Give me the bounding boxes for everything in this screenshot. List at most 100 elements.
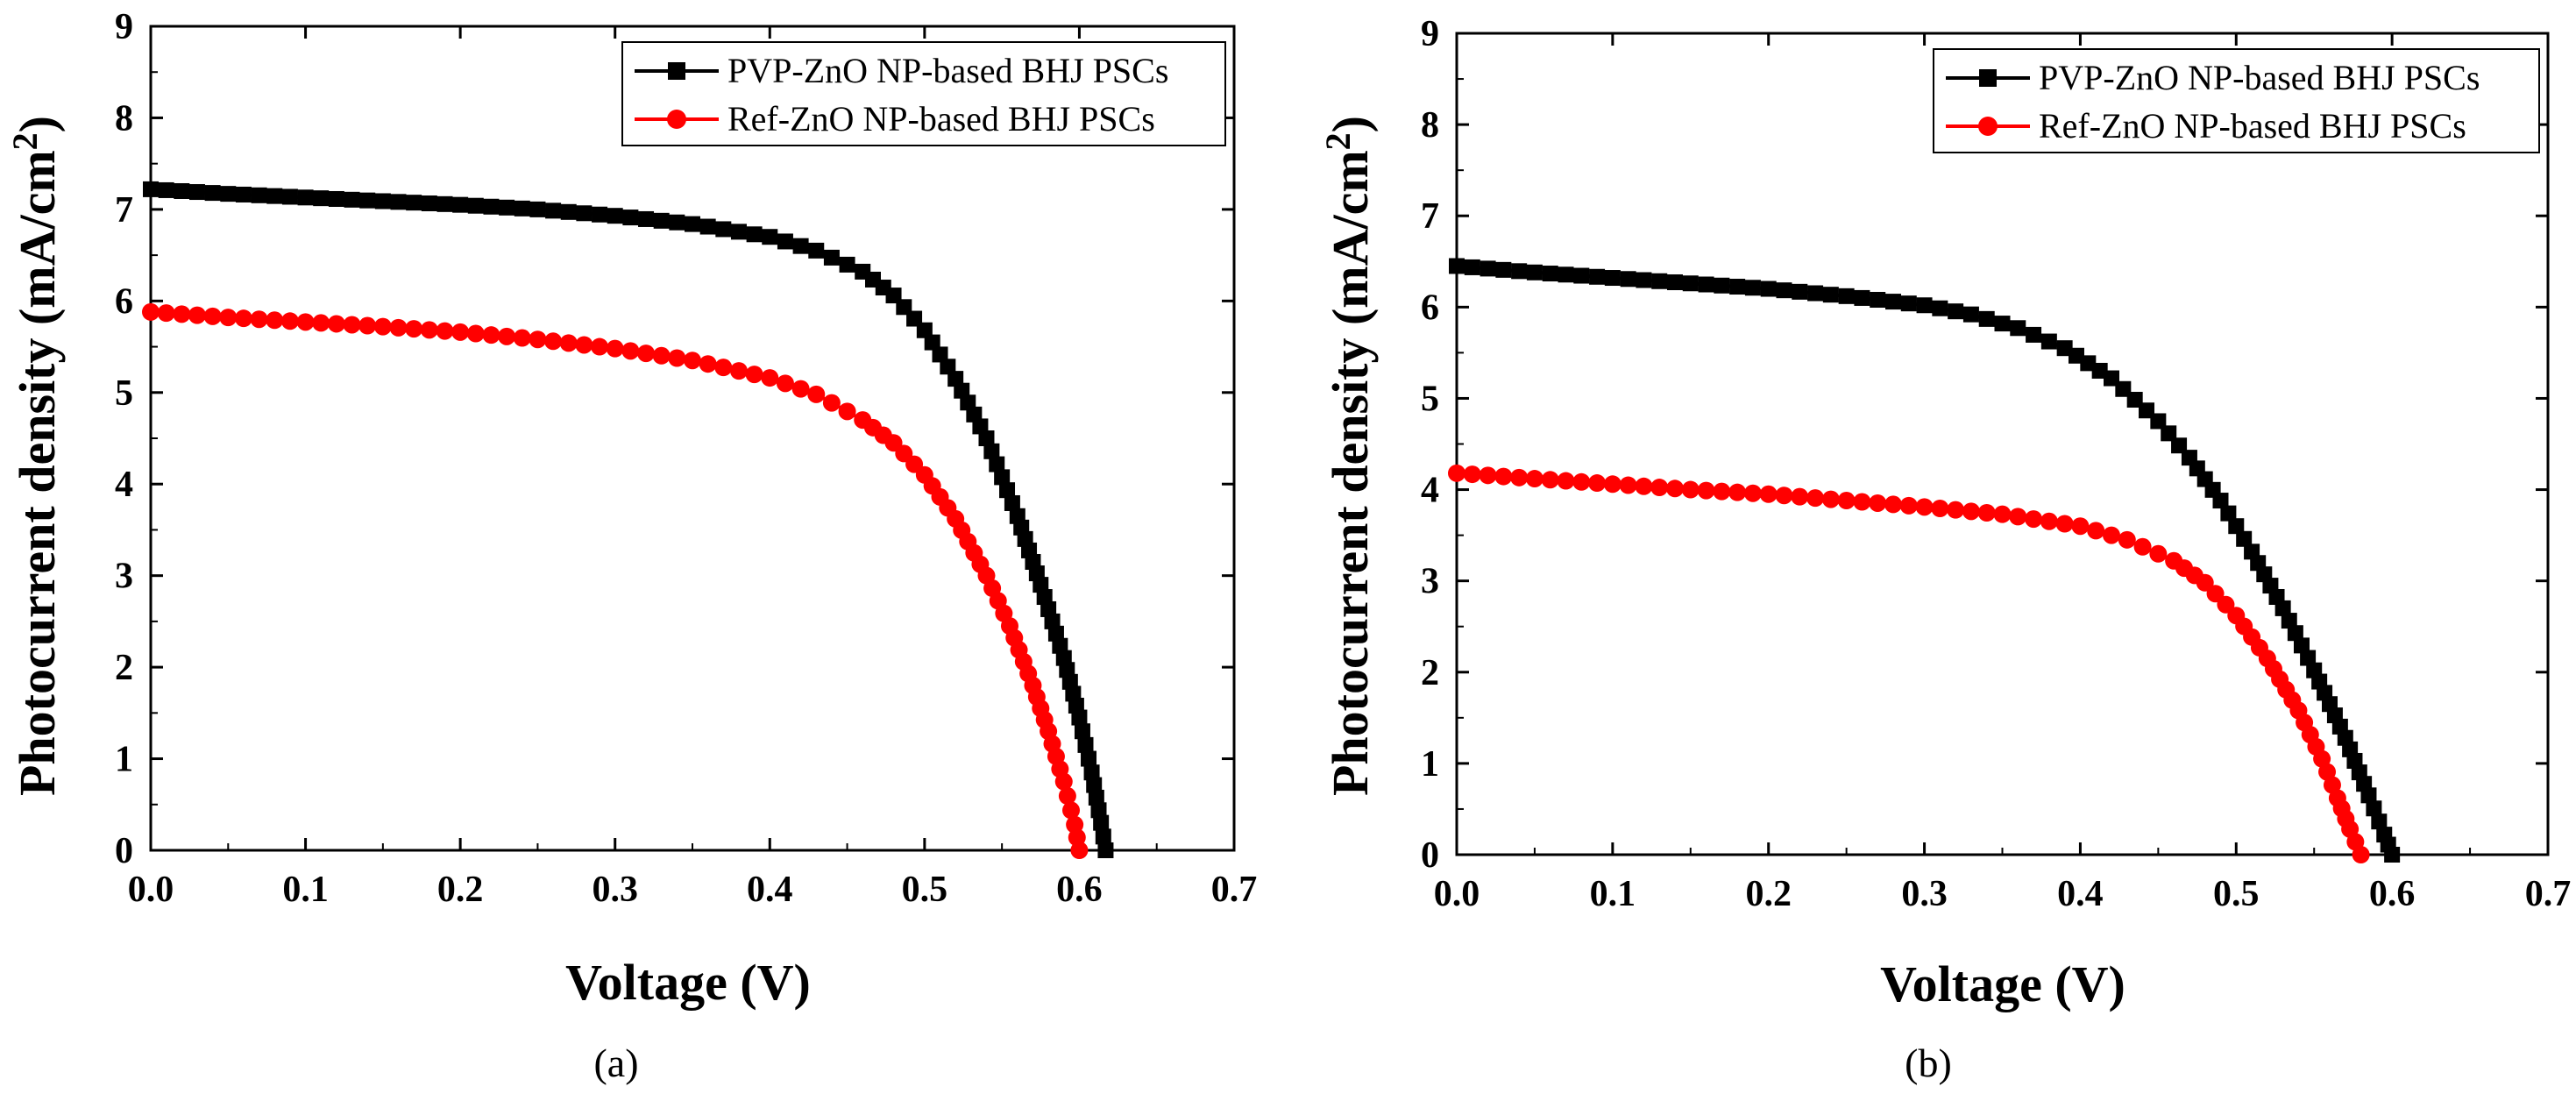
data-point xyxy=(297,189,314,206)
data-point xyxy=(1667,274,1683,291)
data-point xyxy=(1047,625,1064,642)
data-point xyxy=(560,203,577,220)
data-point xyxy=(1541,471,1559,489)
data-point xyxy=(684,352,701,370)
data-point xyxy=(1714,277,1730,294)
data-point xyxy=(978,430,995,446)
data-point xyxy=(173,305,191,323)
data-point xyxy=(2212,493,2229,509)
x-tick-label: 0.2 xyxy=(1745,874,1792,914)
data-point xyxy=(1083,764,1100,781)
data-point xyxy=(1698,276,1714,293)
data-point xyxy=(1651,273,1668,289)
data-point xyxy=(1713,482,1731,501)
data-point xyxy=(235,186,252,202)
series-pvp-zno xyxy=(143,181,1114,858)
data-point xyxy=(2220,505,2237,522)
data-point xyxy=(2228,518,2245,535)
y-tick-label: 7 xyxy=(1421,196,1439,237)
data-point xyxy=(1838,288,1855,304)
data-point xyxy=(729,362,748,380)
y-tick-label: 9 xyxy=(115,7,133,47)
legend-label: PVP-ZnO NP-based BHJ PSCs xyxy=(727,51,1168,90)
data-point xyxy=(2352,846,2370,863)
data-point xyxy=(1682,275,1699,292)
data-point xyxy=(545,202,562,219)
data-point xyxy=(344,191,360,208)
data-point xyxy=(1573,267,1590,284)
data-point xyxy=(699,218,716,235)
data-point xyxy=(638,210,655,227)
data-point xyxy=(1743,484,1762,502)
data-point xyxy=(2087,522,2105,540)
data-point xyxy=(1077,736,1094,753)
data-point xyxy=(1603,475,1622,494)
data-point xyxy=(1900,295,1917,312)
data-point xyxy=(1090,802,1107,819)
series-ref-zno xyxy=(142,302,1089,859)
data-point xyxy=(576,205,593,222)
data-point xyxy=(591,337,609,356)
data-point xyxy=(1479,466,1497,485)
data-point xyxy=(2025,510,2043,529)
series-ref-zno xyxy=(1448,464,2370,863)
data-point xyxy=(1962,306,1979,323)
data-point xyxy=(1899,496,1918,515)
data-point xyxy=(2009,508,2027,526)
x-tick-label: 0.4 xyxy=(747,870,793,910)
panel-a-chart: Photocurrent density (mA/cm2) Voltage (V… xyxy=(5,7,1257,1085)
y-tick-label: 4 xyxy=(115,465,133,505)
y-axis-title: Photocurrent density (mA/cm2) xyxy=(5,116,66,796)
data-point xyxy=(405,320,423,338)
data-point xyxy=(1055,650,1072,666)
data-point xyxy=(1792,283,1808,300)
y-tick-label: 0 xyxy=(115,831,133,871)
data-point xyxy=(544,332,563,351)
legend-marker xyxy=(1978,117,1998,136)
data-point xyxy=(1728,483,1747,501)
data-point xyxy=(983,443,1000,459)
x-tick-label: 0.2 xyxy=(437,870,484,910)
data-point xyxy=(1806,489,1825,508)
data-point xyxy=(989,456,1005,472)
data-point xyxy=(250,310,268,329)
data-point xyxy=(1837,492,1856,510)
data-point xyxy=(1059,662,1075,678)
data-point xyxy=(746,226,763,243)
data-point xyxy=(1977,503,1996,522)
data-point xyxy=(745,366,763,384)
x-tick-label: 0.3 xyxy=(1901,874,1948,914)
data-point xyxy=(838,402,856,421)
data-point xyxy=(359,192,376,209)
data-point xyxy=(1526,264,1543,281)
data-point xyxy=(1052,637,1068,654)
data-point xyxy=(1088,789,1104,806)
data-point xyxy=(839,256,855,273)
data-point xyxy=(1636,272,1652,288)
legend-box xyxy=(1933,48,2540,153)
data-point xyxy=(1054,772,1073,791)
panel-b-chart: Photocurrent density (mA/cm2) Voltage (V… xyxy=(1318,14,2571,1085)
data-point xyxy=(1093,814,1110,831)
data-point xyxy=(932,346,948,363)
data-point xyxy=(1448,464,1465,482)
data-point xyxy=(281,188,298,205)
data-point xyxy=(761,369,779,387)
data-point xyxy=(1915,498,1934,516)
data-point xyxy=(621,342,640,360)
data-point xyxy=(575,336,593,354)
data-point xyxy=(203,307,222,325)
data-point xyxy=(1853,493,1871,511)
x-tick-label: 0.3 xyxy=(592,870,638,910)
data-point xyxy=(220,186,237,202)
data-point xyxy=(1620,271,1636,288)
data-point xyxy=(1074,723,1090,740)
data-point xyxy=(652,346,671,365)
data-point xyxy=(994,469,1011,486)
data-point xyxy=(1884,495,1902,514)
data-point xyxy=(2236,530,2253,547)
data-point xyxy=(251,187,267,203)
series-line xyxy=(150,309,1082,851)
data-point xyxy=(1870,292,1886,309)
data-point xyxy=(451,323,470,341)
